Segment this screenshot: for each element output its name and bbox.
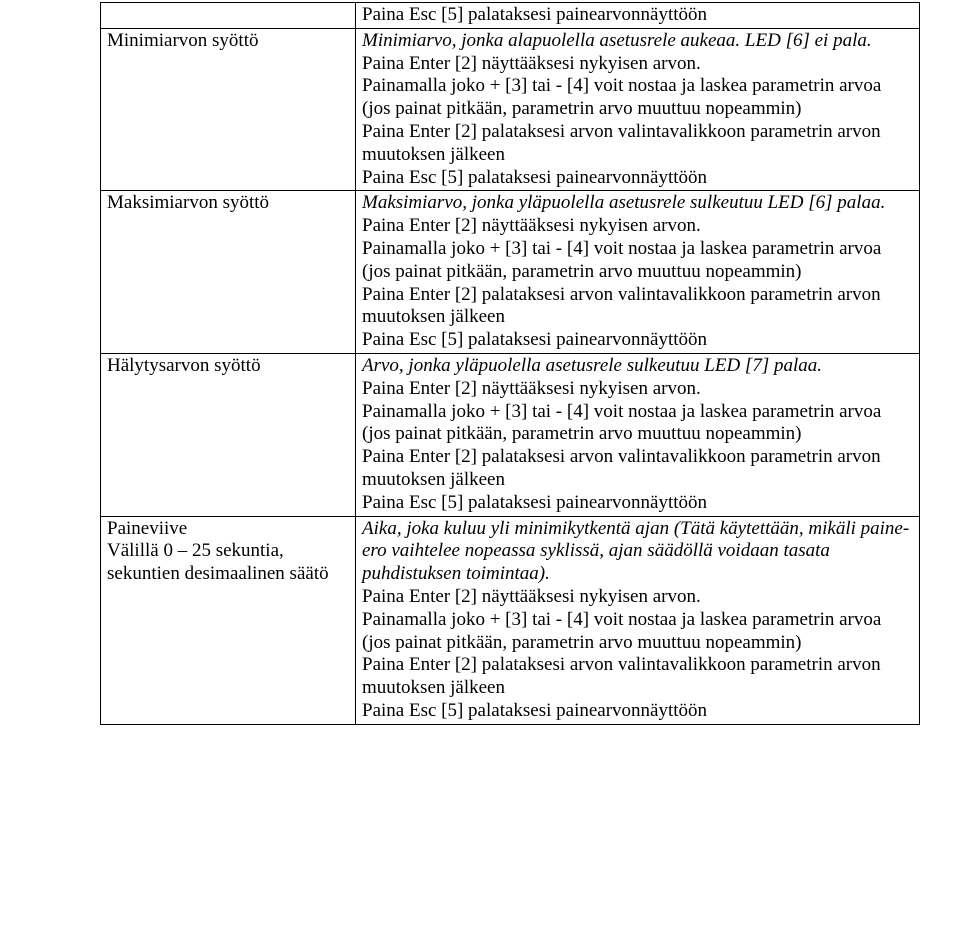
description-cell: Maksimiarvo, jonka yläpuolella asetusrel… (356, 191, 920, 354)
text-line: Paina Enter [2] näyttääksesi nykyisen ar… (362, 378, 913, 401)
text-line: Paina Enter [2] palataksesi arvon valint… (362, 654, 913, 700)
instruction-table-body: Paina Esc [5] palataksesi painearvonnäyt… (101, 3, 920, 725)
text-line: Arvo, jonka yläpuolella asetusrele sulke… (362, 355, 913, 378)
parameter-cell: Hälytysarvon syöttö (101, 353, 356, 516)
text-line: Paina Enter [2] näyttääksesi nykyisen ar… (362, 586, 913, 609)
instruction-table: Paina Esc [5] palataksesi painearvonnäyt… (100, 2, 920, 725)
parameter-cell: PaineviiveVälillä 0 – 25 sekuntia, sekun… (101, 516, 356, 724)
text-line: Paina Esc [5] palataksesi painearvonnäyt… (362, 167, 913, 190)
text-line: Paina Enter [2] palataksesi arvon valint… (362, 121, 913, 167)
text-line: Paina Esc [5] palataksesi painearvonnäyt… (362, 329, 913, 352)
text-line: Painamalla joko + [3] tai - [4] voit nos… (362, 75, 913, 121)
parameter-cell: Maksimiarvon syöttö (101, 191, 356, 354)
text-line: Minimiarvo, jonka alapuolella asetusrele… (362, 30, 913, 53)
text-line: Paina Enter [2] näyttääksesi nykyisen ar… (362, 215, 913, 238)
description-cell: Arvo, jonka yläpuolella asetusrele sulke… (356, 353, 920, 516)
description-cell: Aika, joka kuluu yli minimikytkentä ajan… (356, 516, 920, 724)
text-line: Paina Esc [5] palataksesi painearvonnäyt… (362, 4, 913, 27)
text-line: Paina Enter [2] näyttääksesi nykyisen ar… (362, 53, 913, 76)
table-row: Hälytysarvon syöttö Arvo, jonka yläpuolel… (101, 353, 920, 516)
parameter-cell (101, 3, 356, 29)
text-line: Hälytysarvon syöttö (107, 355, 349, 378)
table-row: Minimiarvon syöttö Minimiarvo, jonka alap… (101, 28, 920, 191)
text-line: Painamalla joko + [3] tai - [4] voit nos… (362, 238, 913, 284)
description-cell: Paina Esc [5] palataksesi painearvonnäyt… (356, 3, 920, 29)
table-row: PaineviiveVälillä 0 – 25 sekuntia, sekun… (101, 516, 920, 724)
table-row: Maksimiarvon syöttö Maksimiarvo, jonka yl… (101, 191, 920, 354)
text-line: Paina Enter [2] palataksesi arvon valint… (362, 284, 913, 330)
text-line: Maksimiarvon syöttö (107, 192, 349, 215)
text-line: Minimiarvon syöttö (107, 30, 349, 53)
text-line: Paina Esc [5] palataksesi painearvonnäyt… (362, 492, 913, 515)
text-line: Maksimiarvo, jonka yläpuolella asetusrel… (362, 192, 913, 215)
text-line: Painamalla joko + [3] tai - [4] voit nos… (362, 401, 913, 447)
parameter-cell: Minimiarvon syöttö (101, 28, 356, 191)
text-line: Välillä 0 – 25 sekuntia, sekuntien desim… (107, 540, 349, 586)
text-line: Paineviive (107, 518, 349, 541)
text-line: Painamalla joko + [3] tai - [4] voit nos… (362, 609, 913, 655)
text-line: Paina Esc [5] palataksesi painearvonnäyt… (362, 700, 913, 723)
page: Paina Esc [5] palataksesi painearvonnäyt… (0, 0, 960, 727)
text-line: Aika, joka kuluu yli minimikytkentä ajan… (362, 518, 913, 586)
text-line: Paina Enter [2] palataksesi arvon valint… (362, 446, 913, 492)
description-cell: Minimiarvo, jonka alapuolella asetusrele… (356, 28, 920, 191)
table-row: Paina Esc [5] palataksesi painearvonnäyt… (101, 3, 920, 29)
